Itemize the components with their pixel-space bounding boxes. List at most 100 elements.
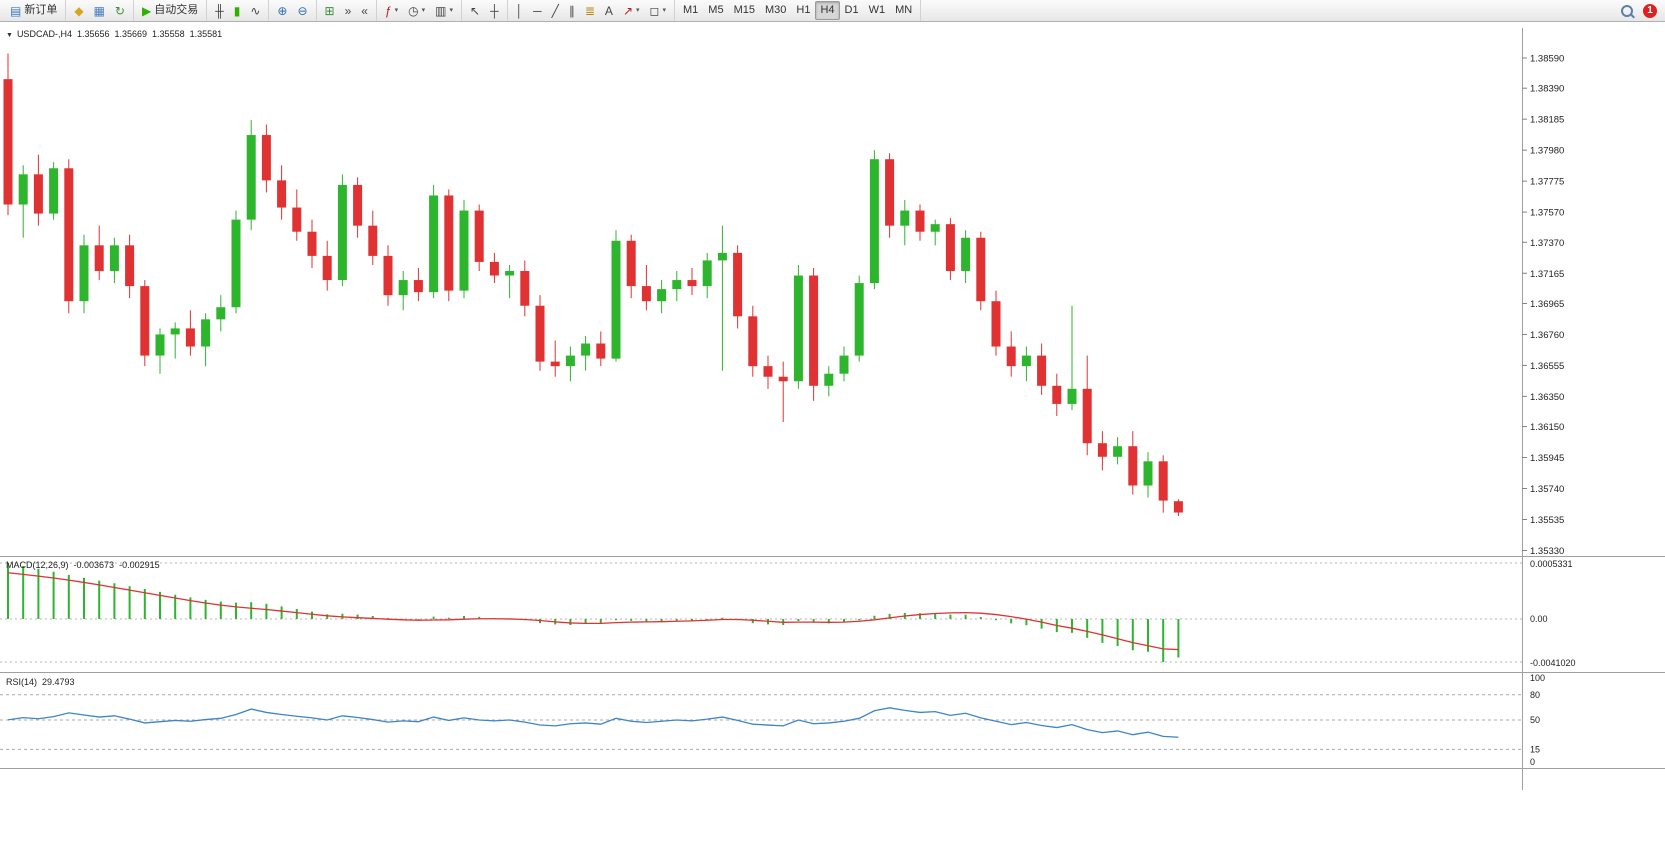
toolbar-group-windows: ◆ ▦ ↻ — [66, 0, 134, 21]
market-watch-button[interactable]: ▦ — [89, 3, 110, 19]
candle-body — [1037, 355, 1047, 386]
candle-body — [839, 355, 849, 374]
timeframe-m30-button[interactable]: M30 — [760, 1, 791, 20]
candle-body — [383, 255, 393, 296]
horizontal-line-icon: ─ — [533, 3, 542, 18]
candle-body — [231, 219, 241, 308]
horizontal-line-button[interactable]: ─ — [528, 3, 547, 19]
tile-windows-button[interactable]: ⊞ — [320, 3, 340, 19]
timeframe-mn-button[interactable]: MN — [890, 1, 917, 20]
candle-body — [18, 174, 28, 205]
text-button[interactable]: A — [600, 3, 618, 19]
price-axis-label: 1.38185 — [1530, 115, 1564, 126]
candle-body — [885, 159, 895, 226]
timeframe-h1-label: H1 — [796, 4, 811, 16]
price-axis-label: 1.37775 — [1530, 177, 1564, 188]
chart-open-value: 1.35656 — [76, 29, 110, 39]
panel-separators[interactable] — [0, 28, 1665, 790]
periods-button[interactable]: ◷ ▾ — [403, 1, 430, 20]
candle-body — [1158, 461, 1168, 501]
line-chart-button[interactable]: ∿ — [245, 3, 265, 19]
candle-body — [307, 231, 317, 256]
timeframe-m1-button[interactable]: M1 — [678, 1, 703, 20]
macd-name: MACD(12,26,9) — [6, 560, 69, 570]
candle-body — [185, 328, 195, 347]
candle-body — [520, 270, 530, 306]
candle-body — [64, 168, 74, 302]
candle-body — [201, 319, 211, 347]
macd-signal-line — [7, 572, 1179, 651]
zoom-out-button[interactable]: ⊖ — [292, 3, 312, 19]
chevron-down-icon: ▾ — [636, 7, 640, 14]
shapes-button[interactable]: ◻ ▾ — [645, 1, 671, 20]
timeframe-h4-label: H4 — [820, 4, 835, 16]
candle-body — [398, 280, 408, 296]
chevron-down-icon: ▾ — [662, 7, 666, 14]
candle-body — [1173, 501, 1183, 513]
candles — [3, 53, 1183, 517]
chart-shift-button[interactable]: « — [356, 3, 373, 19]
one-click-trading-toggle[interactable]: ▼ — [6, 32, 13, 39]
trendline-button[interactable]: ╱ — [547, 3, 564, 19]
candle-body — [915, 210, 925, 232]
timeframe-d1-button[interactable]: D1 — [840, 1, 864, 20]
arrows-button[interactable]: ↗ ▾ — [618, 1, 645, 20]
fibonacci-button[interactable]: ≣ — [580, 3, 600, 19]
macd-axis-zero: 0.00 — [1530, 614, 1548, 624]
periods-icon: ◷ — [408, 3, 419, 18]
main-toolbar: ▤ 新订单 ◆ ▦ ↻ ▶ 自动交易 ╫ ▮ ∿ ⊕ ⊖ ⊞» «ƒ ▾ ◷ ▾ ▥ ▾ ↖ ┼ │ ─ ╱ ∥ ≣ A ↗ ▾ ◻ ▾ M1… — [0, 0, 1665, 22]
timeframe-m30-label: M30 — [764, 4, 787, 16]
zoom-in-button[interactable]: ⊕ — [272, 3, 292, 19]
auto-trading-button[interactable]: ▶ 自动交易 — [137, 1, 203, 20]
notification-badge[interactable]: 1 — [1643, 3, 1657, 18]
price-axis-label: 1.36150 — [1530, 422, 1564, 433]
crosshair-button[interactable]: ┼ — [485, 3, 504, 19]
candle-body — [824, 373, 834, 386]
vertical-line-button[interactable]: │ — [511, 3, 529, 19]
cursor-button[interactable]: ↖ — [465, 3, 485, 19]
price-axis-label: 1.36555 — [1530, 361, 1564, 372]
timeframe-w1-button[interactable]: W1 — [864, 1, 891, 20]
candle-body — [657, 289, 667, 302]
chevron-down-icon: ▾ — [394, 7, 399, 14]
candlestick-chart-button[interactable]: ▮ — [229, 3, 246, 19]
candle-body — [155, 334, 165, 356]
candle-body — [611, 240, 621, 359]
chart-high-value: 1.35669 — [114, 29, 148, 39]
candle-body — [702, 260, 712, 287]
navigator-icon: ↻ — [114, 3, 125, 18]
candle-body — [535, 305, 545, 362]
trendline-icon: ╱ — [551, 3, 559, 18]
chart-close-value: 1.35581 — [189, 29, 223, 39]
timeframe-h1-button[interactable]: H1 — [791, 1, 815, 20]
macd-indicator-label: MACD(12,26,9) -0.003673 -0.002915 — [6, 560, 160, 570]
toolbar-group-chart-type: ╫ ▮ ∿ — [207, 0, 270, 21]
candle-body — [1097, 443, 1107, 457]
toolbar-group-draw: │ ─ ╱ ∥ ≣ A ↗ ▾ ◻ ▾ — [508, 0, 675, 21]
indicators-button[interactable]: ƒ ▾ — [380, 1, 403, 20]
search-icon[interactable] — [1621, 4, 1633, 17]
candle-body — [1006, 346, 1016, 367]
chart-low-value: 1.35558 — [152, 29, 185, 39]
macd-panel: 0.0005331 0.00 -0.0041020 — [0, 559, 1576, 668]
chart-ohlc-header: ▼ USDCAD-,H4 1.35656 1.35669 1.35558 1.35581 — [6, 29, 222, 39]
templates-icon: ▥ — [435, 3, 447, 18]
channel-button[interactable]: ∥ — [564, 3, 580, 19]
auto-scroll-button[interactable]: » — [340, 3, 357, 19]
candle-body — [581, 343, 591, 356]
templates-button[interactable]: ▥ ▾ — [430, 1, 458, 20]
timeframe-m5-label: M5 — [708, 4, 724, 16]
bar-chart-button[interactable]: ╫ — [210, 3, 229, 19]
new-order-button[interactable]: ▤ 新订单 — [5, 1, 62, 20]
timeframe-m5-button[interactable]: M5 — [703, 1, 728, 20]
price-axis[interactable]: 1.38590 1.38390 1.38185 1.37980 1.37775 1.375… — [1522, 54, 1564, 557]
candle-body — [246, 135, 256, 220]
timeframe-h4-button[interactable]: H4 — [815, 1, 840, 20]
candle-body — [641, 286, 651, 302]
candle-body — [1067, 388, 1077, 404]
candle-body — [793, 275, 803, 382]
timeframe-m15-button[interactable]: M15 — [729, 1, 760, 20]
navigator-button[interactable]: ↻ — [110, 3, 130, 19]
metaeditor-button[interactable]: ◆ — [69, 3, 88, 19]
